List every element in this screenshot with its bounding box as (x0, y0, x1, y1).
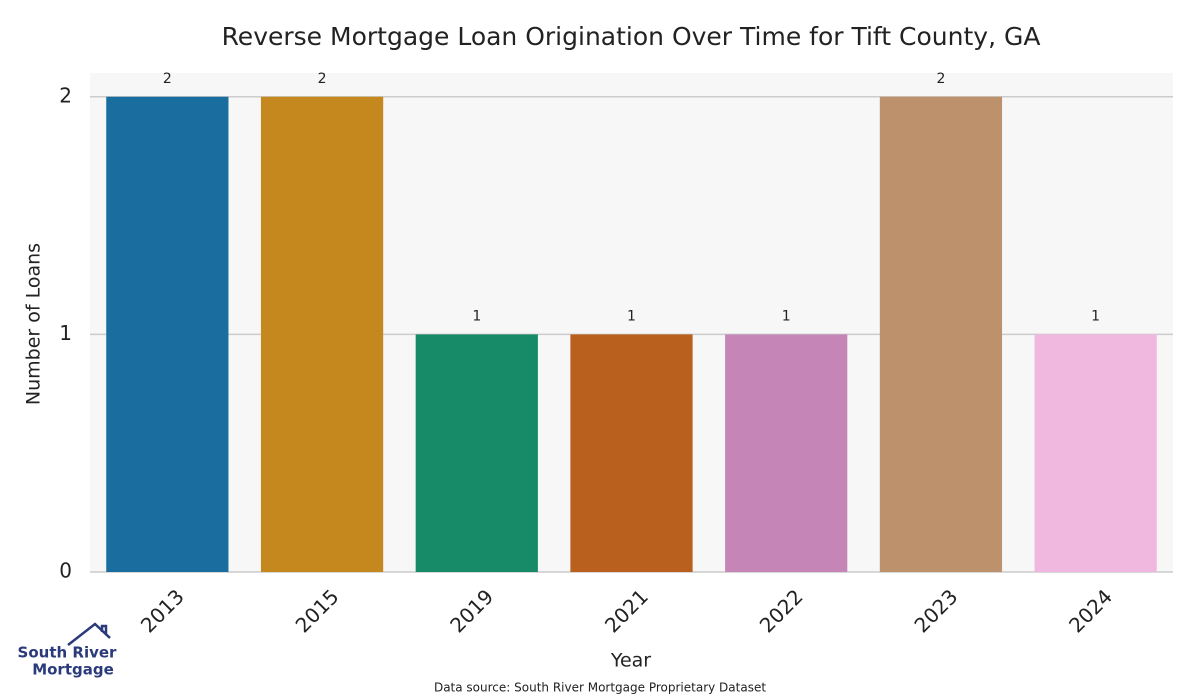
bar (879, 96, 1003, 572)
bar (415, 334, 538, 572)
x-tick-label: 2015 (291, 584, 344, 637)
bar (725, 334, 848, 572)
y-tick-label: 0 (59, 559, 72, 583)
logo-text: Mortgage (32, 661, 114, 679)
x-axis-label: Year (610, 650, 651, 672)
value-label: 2 (163, 71, 172, 87)
bar (106, 96, 229, 572)
logo-house (67, 622, 111, 646)
bar (260, 96, 384, 572)
value-label: 2 (318, 71, 327, 87)
bar (1034, 334, 1157, 572)
chart-title: Reverse Mortgage Loan Origination Over T… (222, 22, 1041, 51)
value-label: 1 (782, 308, 791, 324)
value-label: 1 (1091, 308, 1100, 324)
y-tick-label: 1 (59, 321, 72, 345)
y-axis-label: Number of Loans (23, 243, 45, 405)
bar (570, 334, 693, 572)
value-label: 2 (936, 71, 945, 87)
x-tick-label: 2019 (445, 584, 498, 637)
x-tick-label: 2024 (1064, 584, 1117, 637)
value-label: 1 (472, 308, 481, 324)
x-tick-label: 2023 (909, 584, 962, 637)
x-tick-label: 2013 (136, 584, 189, 637)
value-label: 1 (627, 308, 636, 324)
x-tick-label: 2022 (755, 584, 808, 637)
source-note: Data source: South River Mortgage Propri… (434, 681, 766, 695)
y-tick-label: 2 (59, 83, 72, 107)
logo-text: South River (18, 644, 118, 662)
logo: South River Mortgage (18, 622, 118, 679)
x-tick-label: 2021 (600, 584, 653, 637)
